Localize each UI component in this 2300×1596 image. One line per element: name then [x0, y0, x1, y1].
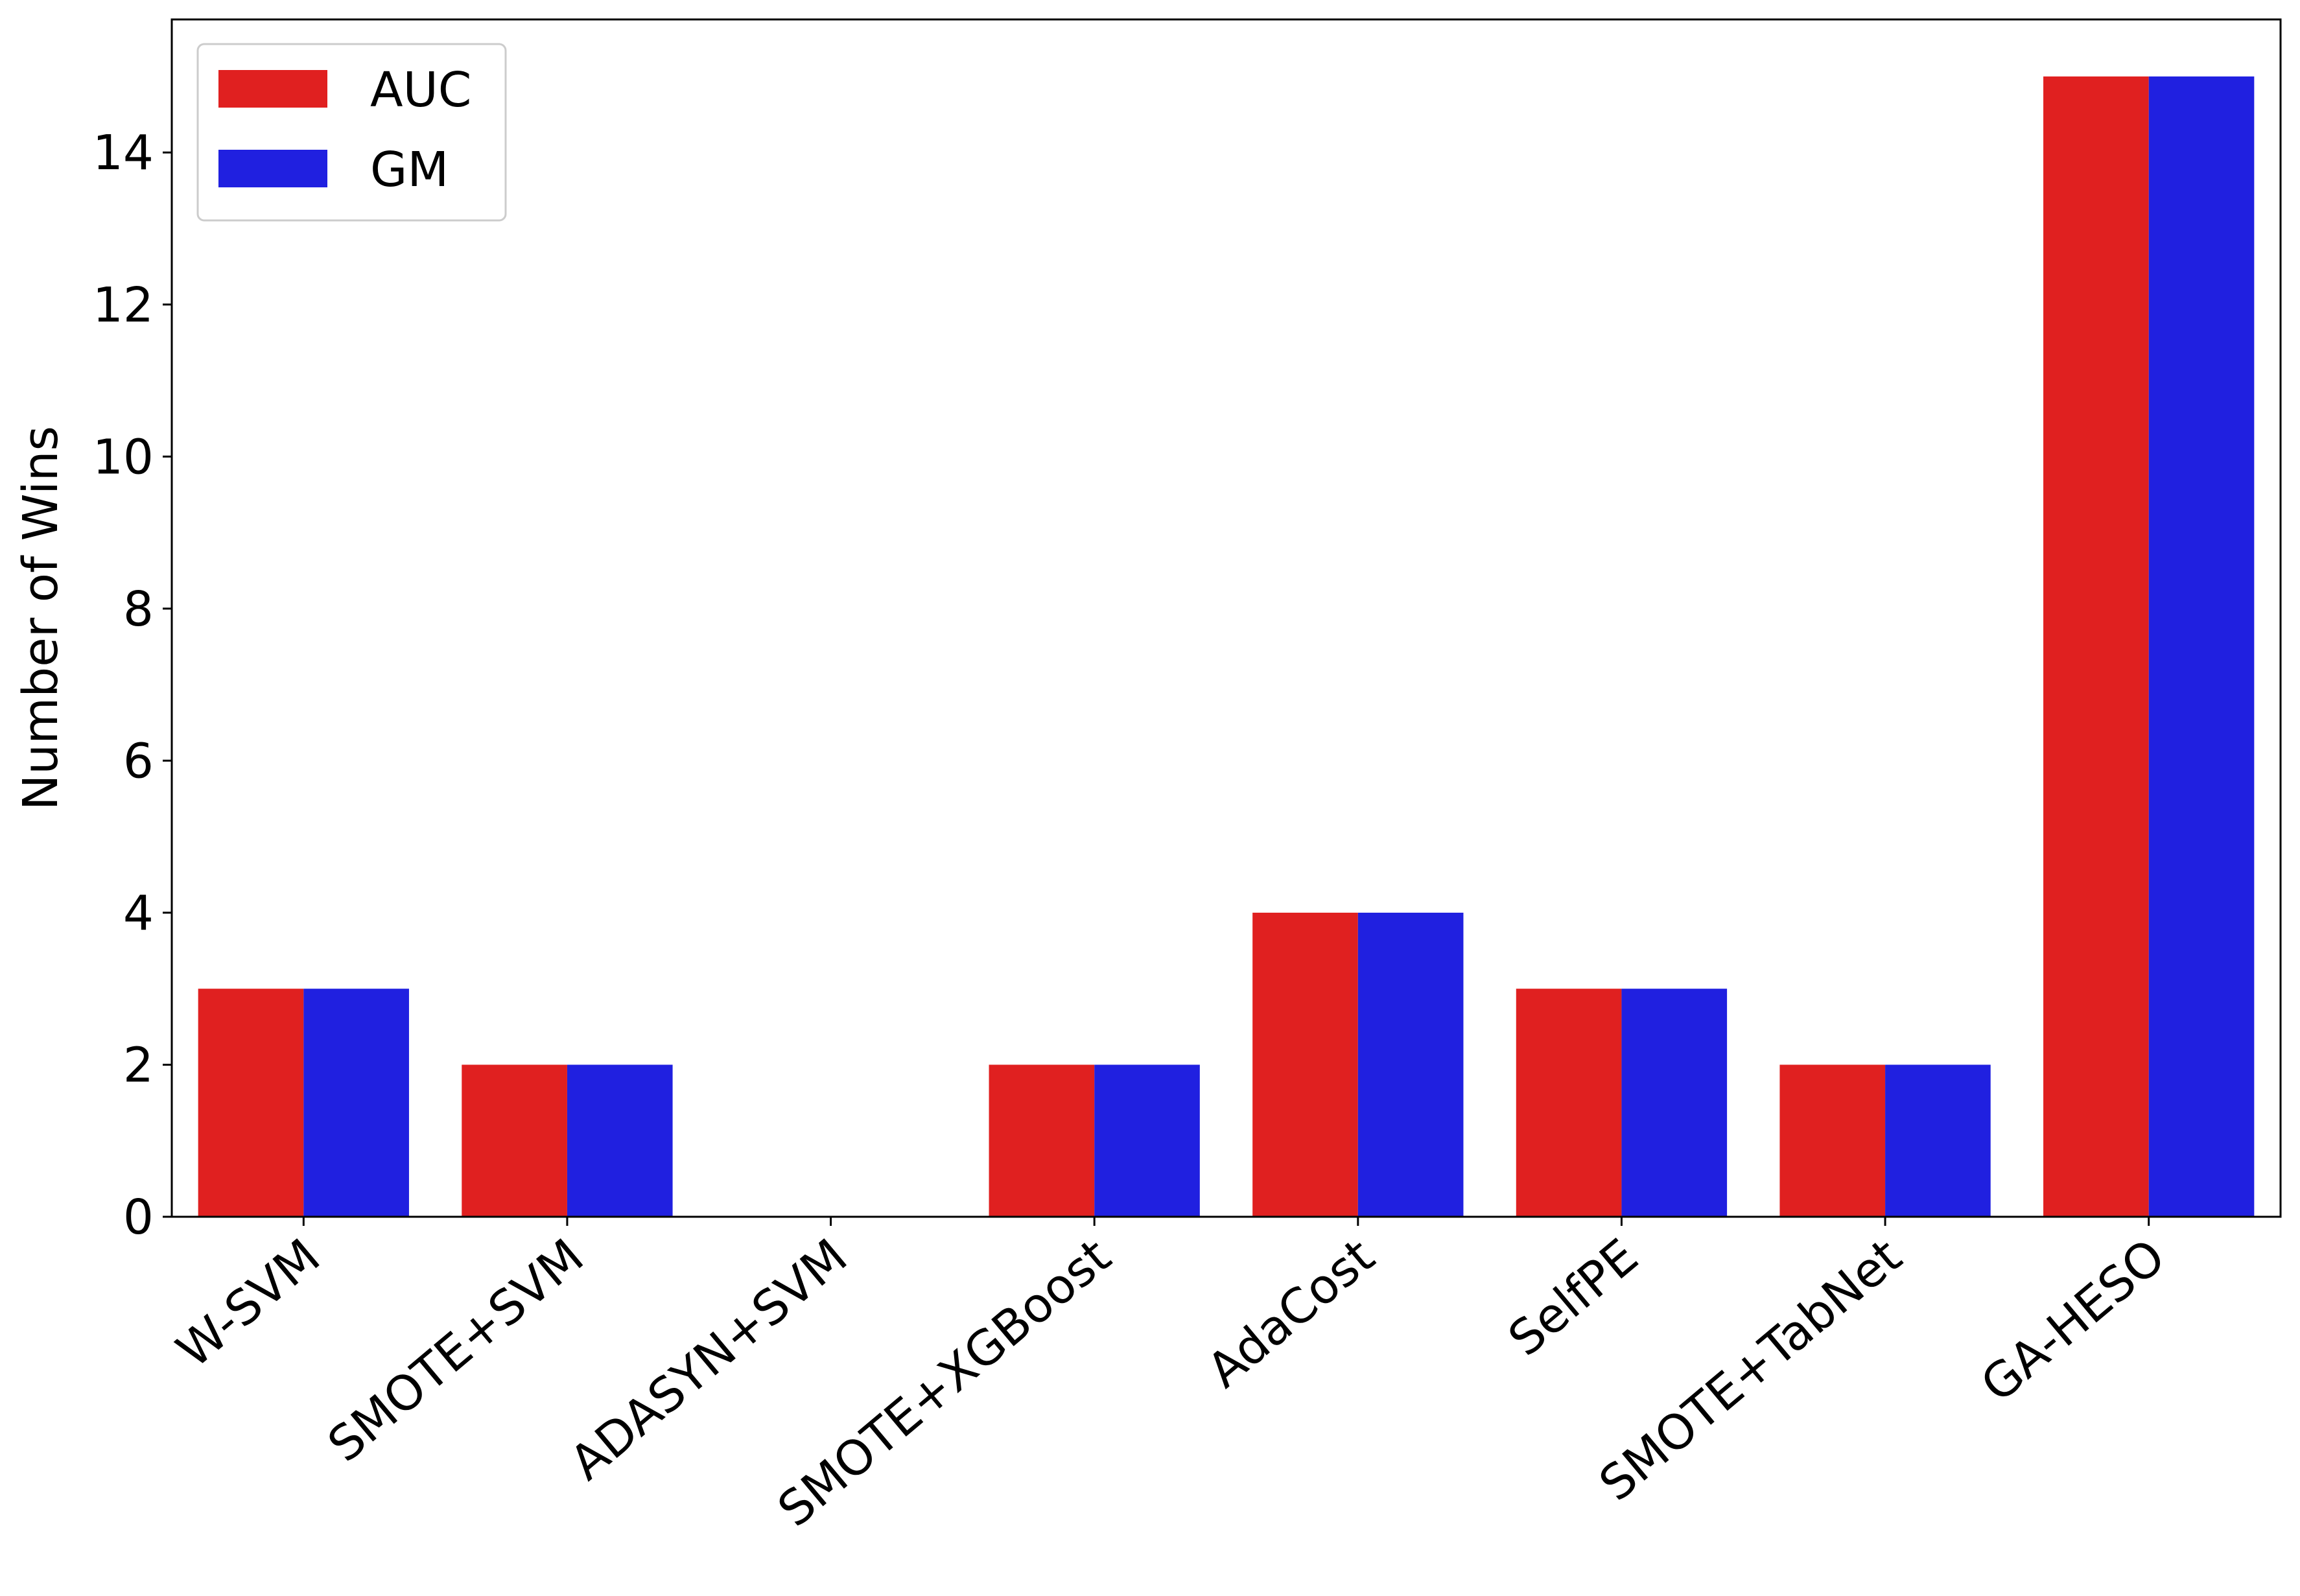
bar-auc-smote-svm: [462, 1064, 567, 1217]
x-tick-label: W-SVM: [167, 1228, 331, 1379]
bar-gm-smote-svm: [567, 1064, 673, 1217]
bar-auc-smote-xgboost: [989, 1064, 1095, 1217]
y-tick-label: 10: [93, 429, 154, 485]
x-tick-label: ADASYN+SVM: [559, 1228, 858, 1491]
y-tick-label: 6: [123, 733, 154, 789]
legend: AUC GM: [196, 43, 507, 222]
y-axis-label: Number of Wins: [13, 426, 69, 810]
bar-gm-w-svm: [303, 989, 409, 1217]
y-tick-label: 4: [123, 886, 154, 941]
bar-auc-adacost: [1252, 912, 1358, 1217]
bar-auc-w-svm: [198, 989, 304, 1217]
y-tick-label: 8: [123, 581, 154, 637]
y-tick-label: 14: [93, 125, 154, 181]
legend-label-gm: GM: [370, 142, 449, 198]
bar-gm-ga-heso: [2148, 76, 2255, 1217]
bar-gm-smote-xgboost: [1094, 1064, 1200, 1217]
y-tick-label: 12: [93, 277, 154, 333]
x-tick-label: AdaCost: [1197, 1228, 1385, 1399]
y-axis-ticks: 0 2 4 6 8 10 12 14: [93, 125, 172, 1245]
bar-auc-smote-tabnet: [1779, 1064, 1886, 1217]
y-tick-label: 0: [123, 1190, 154, 1245]
bars-layer: [198, 76, 2255, 1217]
bar-auc-ga-heso: [2043, 76, 2149, 1217]
legend-label-auc: AUC: [370, 62, 471, 118]
bar-gm-selfpe: [1621, 989, 1728, 1217]
bar-auc-selfpe: [1516, 989, 1622, 1217]
x-tick-label: SMOTE+SVM: [318, 1228, 594, 1473]
x-tick-label: SelfPE: [1498, 1228, 1649, 1367]
x-tick-label: GA-HESO: [1971, 1228, 2176, 1413]
y-tick-label: 2: [123, 1037, 154, 1093]
bar-gm-adacost: [1357, 912, 1464, 1217]
legend-swatch-auc: [218, 70, 327, 108]
plot-frame: [170, 18, 2282, 1218]
bar-gm-smote-tabnet: [1885, 1064, 1991, 1217]
legend-swatch-gm: [218, 150, 327, 187]
